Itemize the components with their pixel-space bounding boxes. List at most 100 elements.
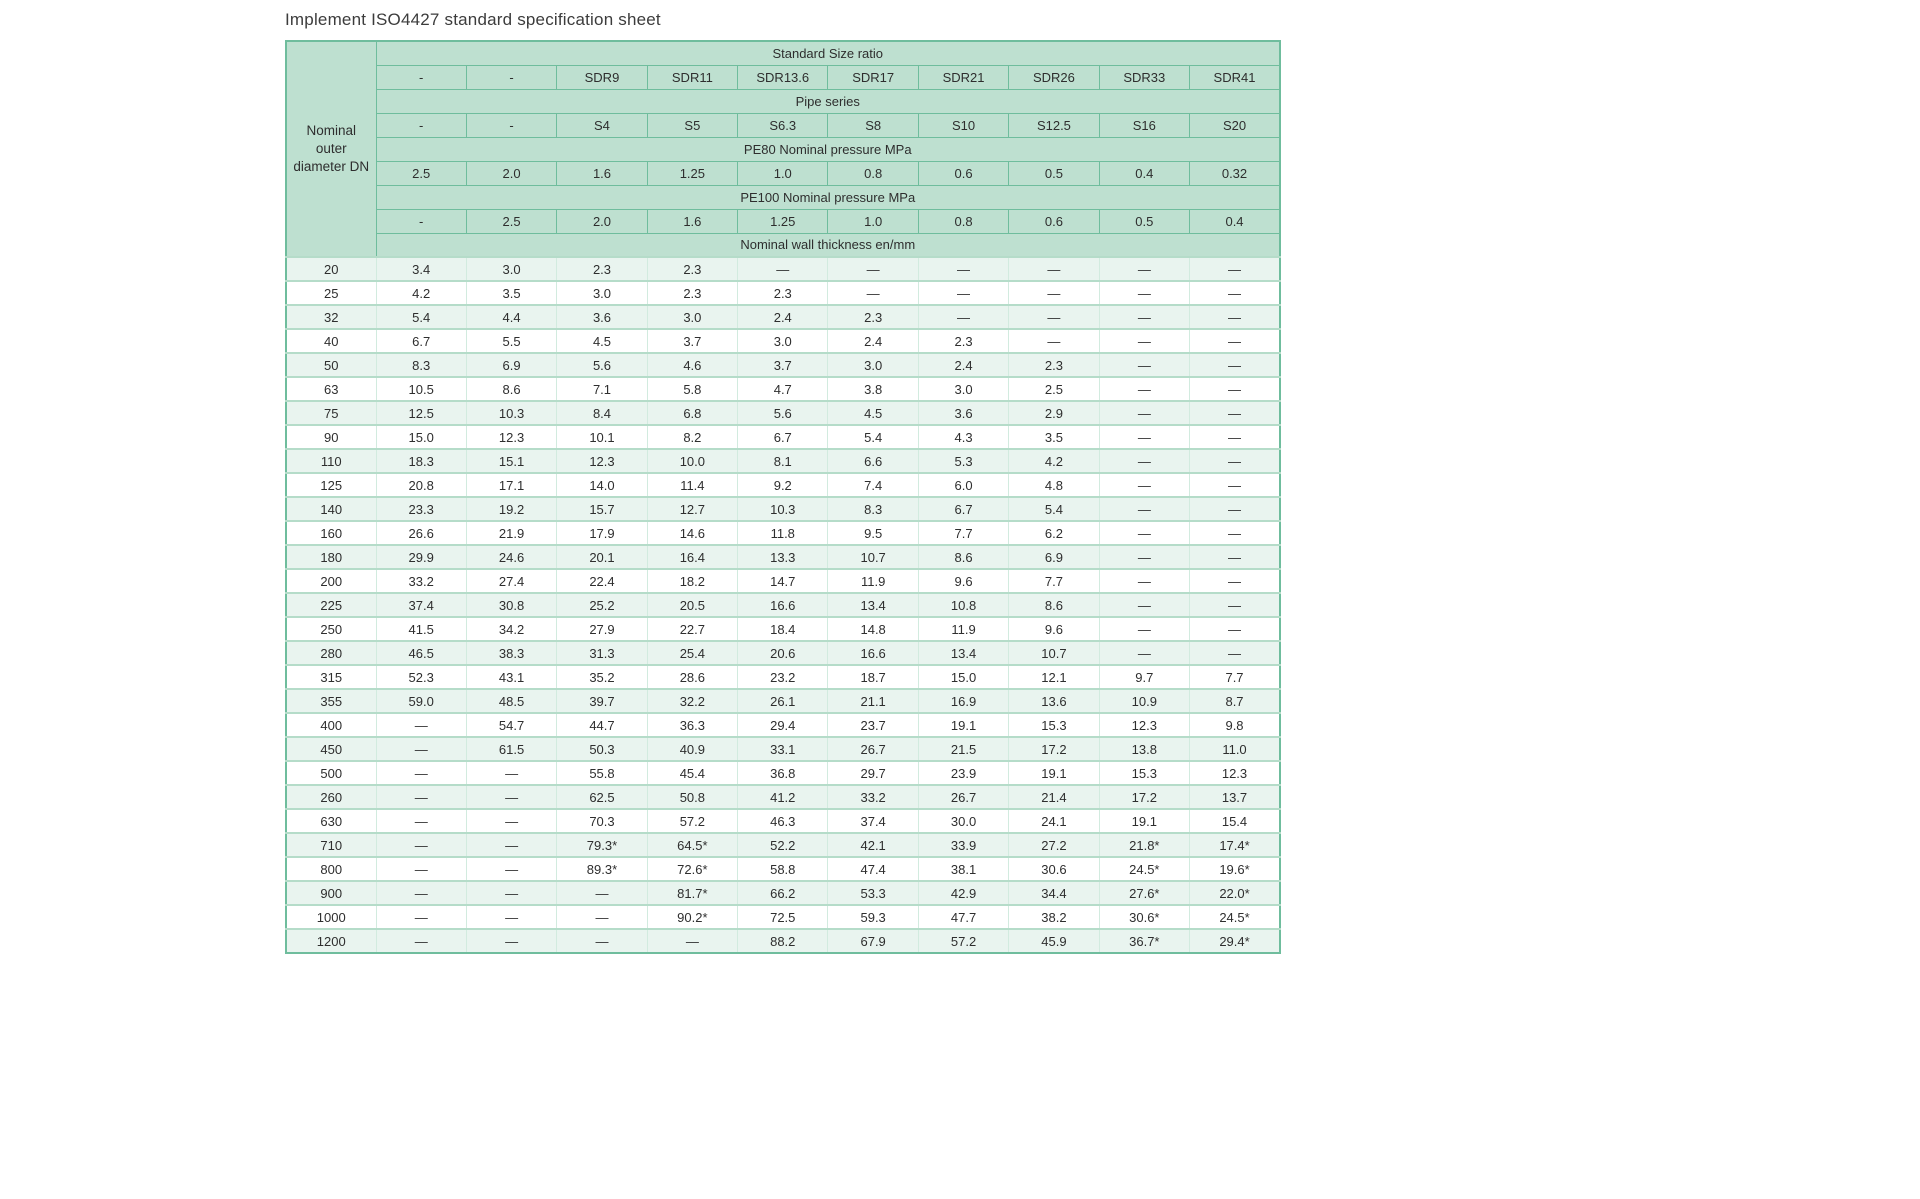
value-cell: — xyxy=(465,928,557,953)
dn-cell: 40 xyxy=(286,328,376,353)
header-row: Nominal wall thickness en/mm xyxy=(286,232,1281,258)
value-cell: 36.3 xyxy=(646,712,738,737)
value-cell: — xyxy=(465,856,557,881)
value-cell: 9.8 xyxy=(1189,712,1280,737)
value-cell: — xyxy=(1189,592,1280,617)
table-body: 20 3.4 3.0 2.3 2.3— — — — — —25 4.2 3.5 3.0 2.3 2.3— — —… xyxy=(286,256,1280,953)
value-cell: 13.7 xyxy=(1189,784,1280,809)
value-cell: 66.2 xyxy=(737,880,828,905)
band-label-1: Pipe series xyxy=(375,88,1281,114)
value-cell: 2.3 xyxy=(1008,352,1100,377)
table-row: 450—61.5 50.3 40.9 33.1 26.7 21.5 17.2 13.8 11.0 xyxy=(286,736,1280,761)
value-cell: 25.4 xyxy=(646,640,738,665)
value-cell: 13.6 xyxy=(1008,688,1100,713)
value-cell: 19.1 xyxy=(917,712,1009,737)
value-cell: — xyxy=(1189,568,1280,593)
value-cell: — xyxy=(646,928,738,953)
value-cell: — xyxy=(1189,520,1280,545)
value-cell: — xyxy=(375,736,467,761)
value-cell: — xyxy=(465,904,557,929)
value-cell: 5.4 xyxy=(375,304,467,329)
dn-cell: 160 xyxy=(286,520,376,545)
value-cell: — xyxy=(1189,640,1280,665)
value-cell: 38.1 xyxy=(917,856,1009,881)
value-cell: 16.6 xyxy=(737,592,828,617)
value-cell: — xyxy=(1189,304,1280,329)
table-row: 225 37.4 30.8 25.2 20.5 16.6 13.4 10.8 8.6— — xyxy=(286,592,1280,617)
value-cell: 72.6* xyxy=(646,856,738,881)
value-cell: 15.7 xyxy=(556,496,648,521)
table-row: 63 10.5 8.6 7.1 5.8 4.7 3.8 3.0 2.5— — xyxy=(286,376,1280,401)
value-cell: 27.4 xyxy=(465,568,557,593)
value-cell: — xyxy=(1098,544,1190,569)
value-cell: 37.4 xyxy=(375,592,467,617)
value-cell: 6.9 xyxy=(1008,544,1100,569)
value-cell: — xyxy=(737,256,828,281)
value-cell: 24.5* xyxy=(1189,904,1280,929)
value-cell: 59.3 xyxy=(827,904,919,929)
value-cell: 61.5 xyxy=(465,736,557,761)
value-cell: 17.9 xyxy=(556,520,648,545)
value-cell: 17.2 xyxy=(1098,784,1190,809)
value-cell: 26.7 xyxy=(827,736,919,761)
value-cell: 54.7 xyxy=(465,712,557,737)
value-cell: 58.8 xyxy=(737,856,828,881)
value-cell: — xyxy=(1189,352,1280,377)
dn-cell: 20 xyxy=(286,256,376,281)
header-row: PE80 Nominal pressure MPa xyxy=(286,136,1281,162)
value-cell: 12.3 xyxy=(1098,712,1190,737)
value-cell: — xyxy=(1098,568,1190,593)
value-cell: 6.6 xyxy=(827,448,919,473)
value-cell: — xyxy=(375,904,467,929)
dn-cell: 200 xyxy=(286,568,376,593)
value-cell: 2.4 xyxy=(917,352,1009,377)
value-cell: — xyxy=(556,904,648,929)
value-cell: — xyxy=(1098,400,1190,425)
value-cell: 5.6 xyxy=(556,352,648,377)
header-cell: SDR26 xyxy=(1008,64,1100,90)
table-row: 355 59.0 48.5 39.7 32.2 26.1 21.1 16.9 13.6 10.9 8… xyxy=(286,688,1280,713)
value-cell: 8.6 xyxy=(465,376,557,401)
value-cell: 72.5 xyxy=(737,904,828,929)
value-cell: 7.1 xyxy=(556,376,648,401)
value-cell: 3.8 xyxy=(827,376,919,401)
value-cell: 50.3 xyxy=(556,736,648,761)
header-cell: 0.8 xyxy=(917,208,1010,234)
table-row: 1000— — —90.2* 72.5 59.3 47.7 38.2 30.6* 24.5* xyxy=(286,904,1280,929)
header-cell: S5 xyxy=(646,112,739,138)
value-cell: — xyxy=(917,280,1009,305)
value-cell: 40.9 xyxy=(646,736,738,761)
value-cell: 33.2 xyxy=(375,568,467,593)
value-cell: — xyxy=(1098,424,1190,449)
value-cell: 35.2 xyxy=(556,664,648,689)
header-cell: S4 xyxy=(556,112,648,138)
value-cell: 70.3 xyxy=(556,808,648,833)
header-cell: S12.5 xyxy=(1008,112,1100,138)
header-cell: SDR13.6 xyxy=(737,64,829,90)
value-cell: 13.4 xyxy=(827,592,919,617)
header-cell: S16 xyxy=(1098,112,1191,138)
band-label-3: PE100 Nominal pressure MPa xyxy=(375,184,1281,210)
value-cell: — xyxy=(1189,280,1280,305)
header-cell: 0.8 xyxy=(827,160,919,186)
value-cell: 24.6 xyxy=(465,544,557,569)
value-cell: — xyxy=(1008,280,1100,305)
value-cell: 9.2 xyxy=(737,472,828,497)
value-cell: 30.6 xyxy=(1008,856,1100,881)
value-cell: 3.7 xyxy=(737,352,828,377)
value-cell: 10.8 xyxy=(917,592,1009,617)
value-cell: 29.7 xyxy=(827,760,919,785)
value-cell: 10.7 xyxy=(1008,640,1100,665)
value-cell: — xyxy=(917,256,1009,281)
header-cell: 1.25 xyxy=(737,208,829,234)
value-cell: 10.1 xyxy=(556,424,648,449)
value-cell: 15.4 xyxy=(1189,808,1280,833)
value-cell: 8.6 xyxy=(1008,592,1100,617)
value-cell: 26.6 xyxy=(375,520,467,545)
value-cell: 10.5 xyxy=(375,376,467,401)
dn-cell: 180 xyxy=(286,544,376,569)
value-cell: — xyxy=(465,832,557,857)
value-cell: 26.7 xyxy=(917,784,1009,809)
band-label-0: Standard Size ratio xyxy=(375,40,1281,66)
value-cell: 20.8 xyxy=(375,472,467,497)
